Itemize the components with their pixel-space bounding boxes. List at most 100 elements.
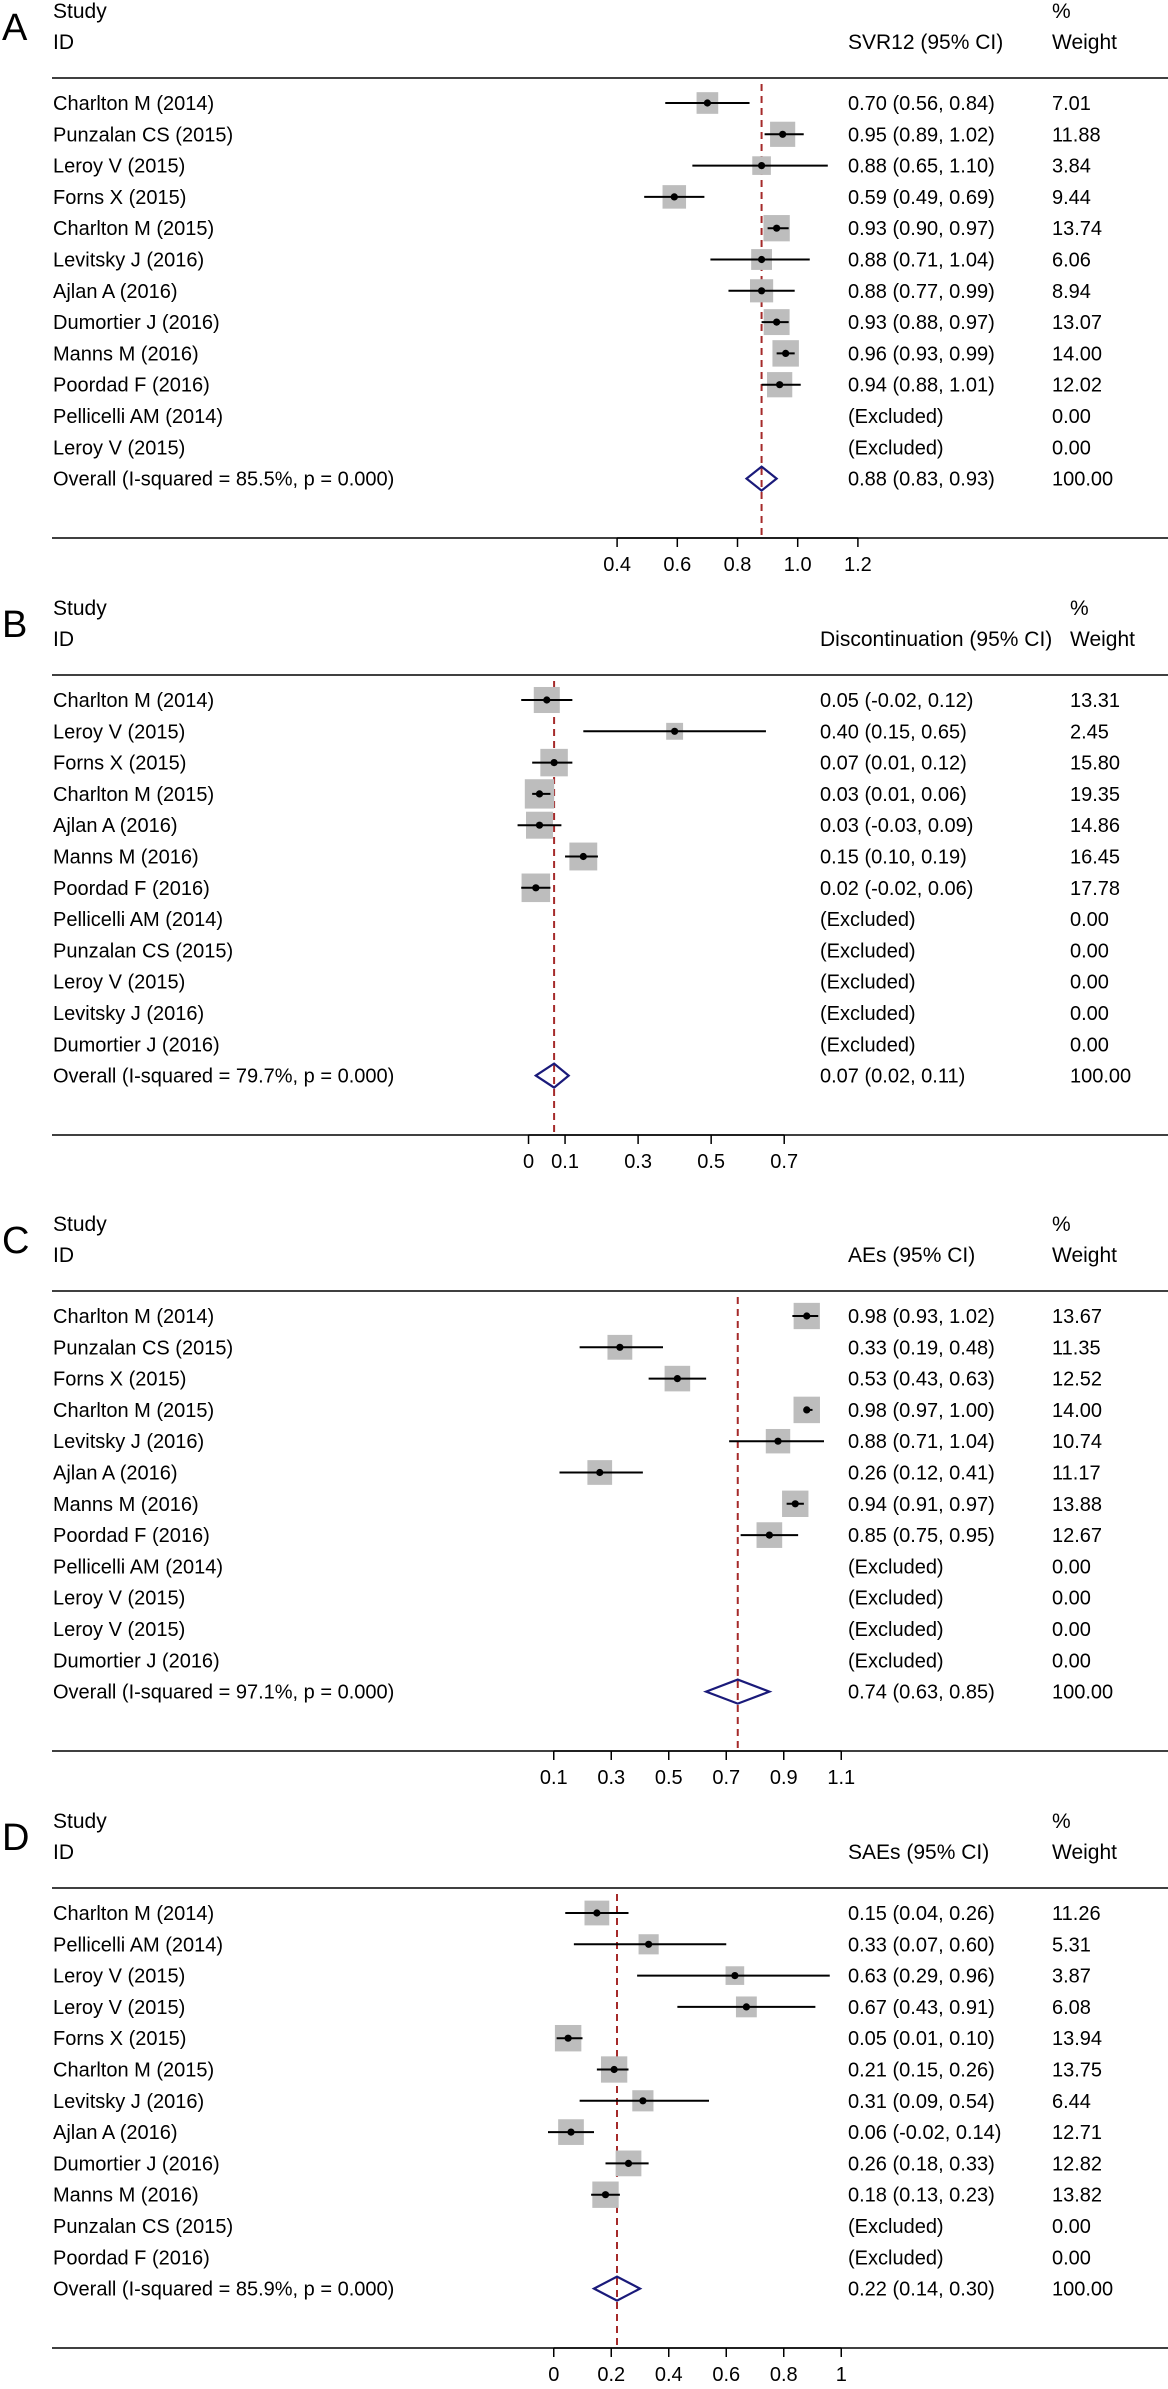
study-label: Poordad F (2016) xyxy=(53,878,210,900)
study-weight-text: 19.35 xyxy=(1070,784,1120,806)
point-estimate xyxy=(670,193,678,201)
study-estimate-text: 0.05 (0.01, 0.10) xyxy=(848,2028,995,2050)
study-estimate-text: 0.98 (0.93, 1.02) xyxy=(848,1306,995,1328)
study-label: Charlton M (2015) xyxy=(53,2060,214,2082)
header-weight: Weight xyxy=(1052,1841,1117,1864)
study-estimate-text: (Excluded) xyxy=(848,406,944,428)
study-estimate-text: (Excluded) xyxy=(848,2216,944,2238)
overall-weight-text: 100.00 xyxy=(1052,1682,1113,1704)
study-label: Manns M (2016) xyxy=(53,2185,199,2207)
study-weight-text: 12.71 xyxy=(1052,2122,1102,2144)
study-weight-text: 9.44 xyxy=(1052,187,1091,209)
study-label: Leroy V (2015) xyxy=(53,1619,185,1641)
study-estimate-text: 0.93 (0.90, 0.97) xyxy=(848,218,995,240)
x-tick-label: 0.2 xyxy=(597,2364,625,2386)
study-weight-text: 11.17 xyxy=(1052,1463,1101,1485)
study-label: Charlton M (2014) xyxy=(53,1306,214,1328)
study-label: Leroy V (2015) xyxy=(53,1588,185,1610)
study-estimate-text: (Excluded) xyxy=(848,1619,944,1641)
panel-letter: B xyxy=(2,604,27,646)
study-estimate-text: 0.53 (0.43, 0.63) xyxy=(848,1369,995,1391)
point-estimate xyxy=(639,2097,647,2105)
study-estimate-text: 0.59 (0.49, 0.69) xyxy=(848,187,995,209)
point-estimate xyxy=(731,1972,739,1980)
point-estimate xyxy=(610,2065,618,2074)
point-estimate xyxy=(703,99,712,107)
header-weight: Weight xyxy=(1070,628,1135,651)
study-weight-text: 10.74 xyxy=(1052,1431,1102,1453)
point-estimate xyxy=(532,884,540,892)
overall-diamond xyxy=(744,465,779,493)
x-tick-label: 0.3 xyxy=(624,1151,652,1173)
overall-diamond xyxy=(703,1678,773,1705)
panel-letter: D xyxy=(2,1817,29,1859)
point-estimate xyxy=(543,696,551,704)
point-estimate xyxy=(596,1468,604,1477)
header-percent: % xyxy=(1052,1213,1071,1236)
point-estimate xyxy=(757,162,766,170)
x-tick-label: 1.0 xyxy=(784,554,812,576)
study-estimate-text: 0.03 (0.01, 0.06) xyxy=(820,784,967,806)
x-tick-label: 0 xyxy=(523,1151,534,1173)
study-estimate-text: 0.26 (0.12, 0.41) xyxy=(848,1463,995,1485)
x-tick-label: 0.6 xyxy=(663,554,691,576)
study-weight-text: 16.45 xyxy=(1070,847,1120,869)
study-estimate-text: 0.03 (-0.03, 0.09) xyxy=(820,815,973,837)
point-estimate xyxy=(791,1500,799,1508)
x-tick-label: 0.5 xyxy=(697,1151,725,1173)
study-weight-text: 8.94 xyxy=(1052,281,1091,303)
study-estimate-text: (Excluded) xyxy=(848,1556,944,1578)
point-estimate xyxy=(803,1312,811,1320)
study-label: Forns X (2015) xyxy=(53,187,186,209)
study-label: Ajlan A (2016) xyxy=(53,1463,178,1485)
header-percent: % xyxy=(1070,597,1089,620)
header-percent: % xyxy=(1052,0,1071,23)
study-estimate-text: 0.26 (0.18, 0.33) xyxy=(848,2153,995,2175)
point-estimate xyxy=(782,349,790,357)
study-weight-text: 6.44 xyxy=(1052,2091,1091,2113)
study-estimate-text: 0.67 (0.43, 0.91) xyxy=(848,1997,995,2019)
study-estimate-text: 0.88 (0.71, 1.04) xyxy=(848,250,995,272)
x-tick-label: 0.8 xyxy=(770,2364,798,2386)
study-estimate-text: (Excluded) xyxy=(820,1034,916,1056)
study-estimate-text: 0.05 (-0.02, 0.12) xyxy=(820,690,973,712)
study-estimate-text: (Excluded) xyxy=(848,437,944,459)
panel-letter: A xyxy=(2,7,28,49)
point-estimate xyxy=(774,1437,782,1445)
study-label: Manns M (2016) xyxy=(53,1494,199,1516)
study-estimate-text: 0.02 (-0.02, 0.06) xyxy=(820,878,973,900)
overall-diamond xyxy=(533,1062,571,1089)
study-weight-text: 0.00 xyxy=(1070,940,1109,962)
study-label: Levitsky J (2016) xyxy=(53,250,204,272)
study-estimate-text: 0.95 (0.89, 1.02) xyxy=(848,124,995,146)
study-weight-text: 15.80 xyxy=(1070,753,1120,775)
study-weight-text: 11.26 xyxy=(1052,1903,1101,1925)
study-label: Dumortier J (2016) xyxy=(53,1650,220,1672)
study-label: Poordad F (2016) xyxy=(53,2247,210,2269)
study-label: Charlton M (2014) xyxy=(53,690,214,712)
study-weight-text: 0.00 xyxy=(1070,909,1109,931)
x-tick-label: 1.2 xyxy=(844,554,872,576)
overall-estimate-text: 0.22 (0.14, 0.30) xyxy=(848,2279,995,2301)
study-weight-text: 13.74 xyxy=(1052,218,1102,240)
study-label: Leroy V (2015) xyxy=(53,721,185,743)
study-weight-text: 5.31 xyxy=(1052,1934,1091,1956)
point-estimate xyxy=(567,2128,575,2136)
study-label: Punzalan CS (2015) xyxy=(53,940,233,962)
x-tick-label: 0.9 xyxy=(770,1767,798,1789)
x-tick-label: 0.7 xyxy=(770,1151,798,1173)
study-weight-text: 0.00 xyxy=(1070,1034,1109,1056)
point-estimate xyxy=(616,1343,624,1351)
study-estimate-text: 0.40 (0.15, 0.65) xyxy=(820,721,967,743)
point-estimate xyxy=(645,1940,653,1948)
study-weight-text: 0.00 xyxy=(1052,1588,1091,1610)
study-weight-text: 13.31 xyxy=(1070,690,1120,712)
study-weight-text: 13.94 xyxy=(1052,2028,1102,2050)
header-id: ID xyxy=(53,31,74,54)
study-weight-text: 0.00 xyxy=(1070,1003,1109,1025)
study-weight-text: 13.82 xyxy=(1052,2185,1102,2207)
study-estimate-text: 0.88 (0.71, 1.04) xyxy=(848,1431,995,1453)
header-estimate: SVR12 (95% CI) xyxy=(848,31,1003,54)
x-tick-label: 0.1 xyxy=(540,1767,568,1789)
panel-letter: C xyxy=(2,1220,29,1262)
